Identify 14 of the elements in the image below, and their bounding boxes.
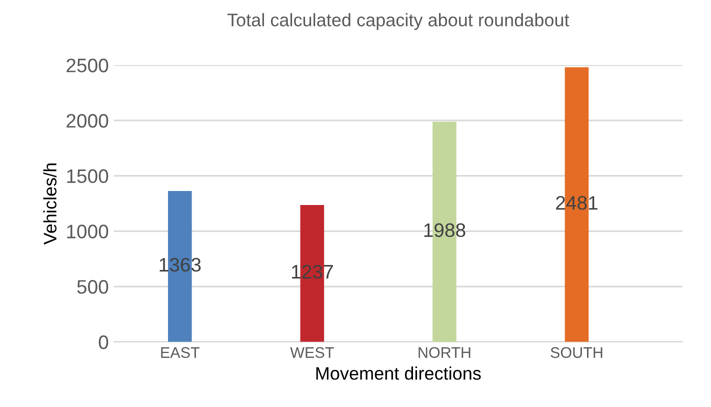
y-tick-label: 2500 [66, 58, 108, 72]
x-axis-title: Movement directions [316, 366, 481, 380]
y-tick-label: 1000 [67, 224, 108, 238]
y-tick-label: 0 [98, 335, 108, 350]
chart-title: Total calculated capacity about roundabout [227, 13, 570, 30]
y-tick-label: 2000 [66, 114, 108, 128]
y-tick-label: 500 [77, 280, 108, 294]
x-tick-label: SOUTH [550, 347, 602, 358]
x-tick-label: NORTH [418, 347, 470, 358]
data-label: 1988 [424, 223, 466, 238]
x-tick-label: WEST [290, 347, 334, 358]
y-tick-label: 1500 [67, 169, 108, 184]
x-tick-label: EAST [161, 347, 200, 358]
y-axis-title: Vehicles/h [43, 164, 57, 245]
